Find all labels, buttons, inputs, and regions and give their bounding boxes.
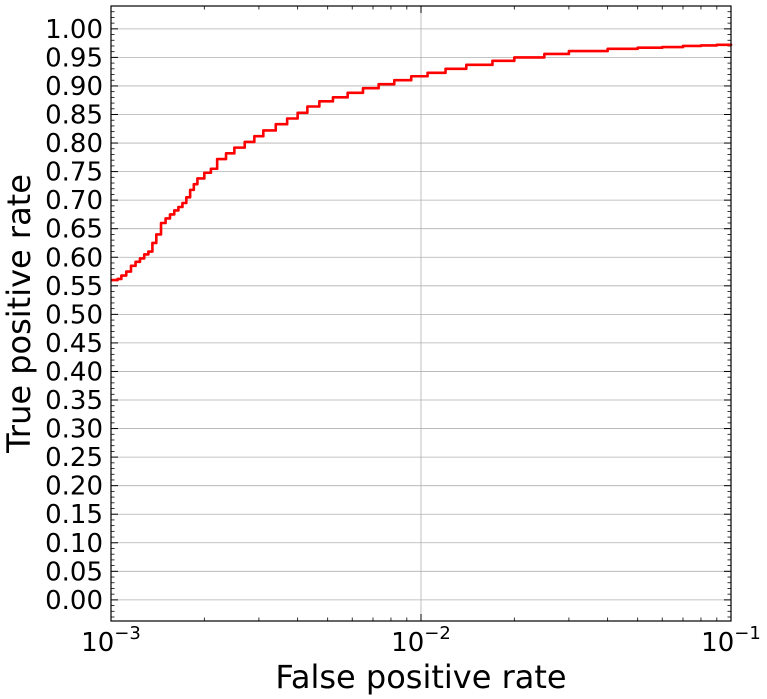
y-tick-label: 0.75 bbox=[45, 158, 103, 188]
y-tick-label: 0.00 bbox=[45, 586, 103, 616]
y-tick-label: 0.65 bbox=[45, 215, 103, 245]
y-tick-label: 0.55 bbox=[45, 272, 103, 302]
plot-frame bbox=[110, 5, 732, 622]
y-tick-label: 0.95 bbox=[45, 43, 103, 73]
y-tick-label: 0.40 bbox=[45, 357, 103, 387]
y-tick-label: 0.35 bbox=[45, 386, 103, 416]
plot-area bbox=[111, 43, 733, 282]
grid bbox=[110, 6, 732, 621]
x-tick-labels: 10−3 10−2 10−1 bbox=[81, 623, 761, 658]
x-tick-label: 10−1 bbox=[701, 623, 761, 658]
y-tick-label: 0.80 bbox=[45, 129, 103, 159]
y-tick-label: 1.00 bbox=[45, 15, 103, 45]
y-tick-label: 0.90 bbox=[45, 72, 103, 102]
y-tick-label: 0.15 bbox=[45, 500, 103, 530]
x-axis-label: False positive rate bbox=[275, 658, 566, 696]
x-tick-label: 10−2 bbox=[391, 623, 451, 658]
x-tick-label: 10−3 bbox=[81, 623, 141, 658]
y-tick-label: 0.50 bbox=[45, 300, 103, 330]
y-tick-label: 0.25 bbox=[45, 443, 103, 473]
roc-curve bbox=[111, 43, 733, 282]
y-tick-label: 0.30 bbox=[45, 415, 103, 445]
y-axis-label: True positive rate bbox=[0, 174, 38, 454]
y-tick-label: 0.45 bbox=[45, 329, 103, 359]
y-tick-label: 0.70 bbox=[45, 186, 103, 216]
y-tick-label: 0.20 bbox=[45, 472, 103, 502]
y-tick-label: 0.85 bbox=[45, 100, 103, 130]
y-tick-labels: 0.000.050.100.150.200.250.300.350.400.45… bbox=[45, 15, 103, 616]
y-tick-label: 0.05 bbox=[45, 557, 103, 587]
y-tick-label: 0.10 bbox=[45, 529, 103, 559]
y-tick-label: 0.60 bbox=[45, 243, 103, 273]
